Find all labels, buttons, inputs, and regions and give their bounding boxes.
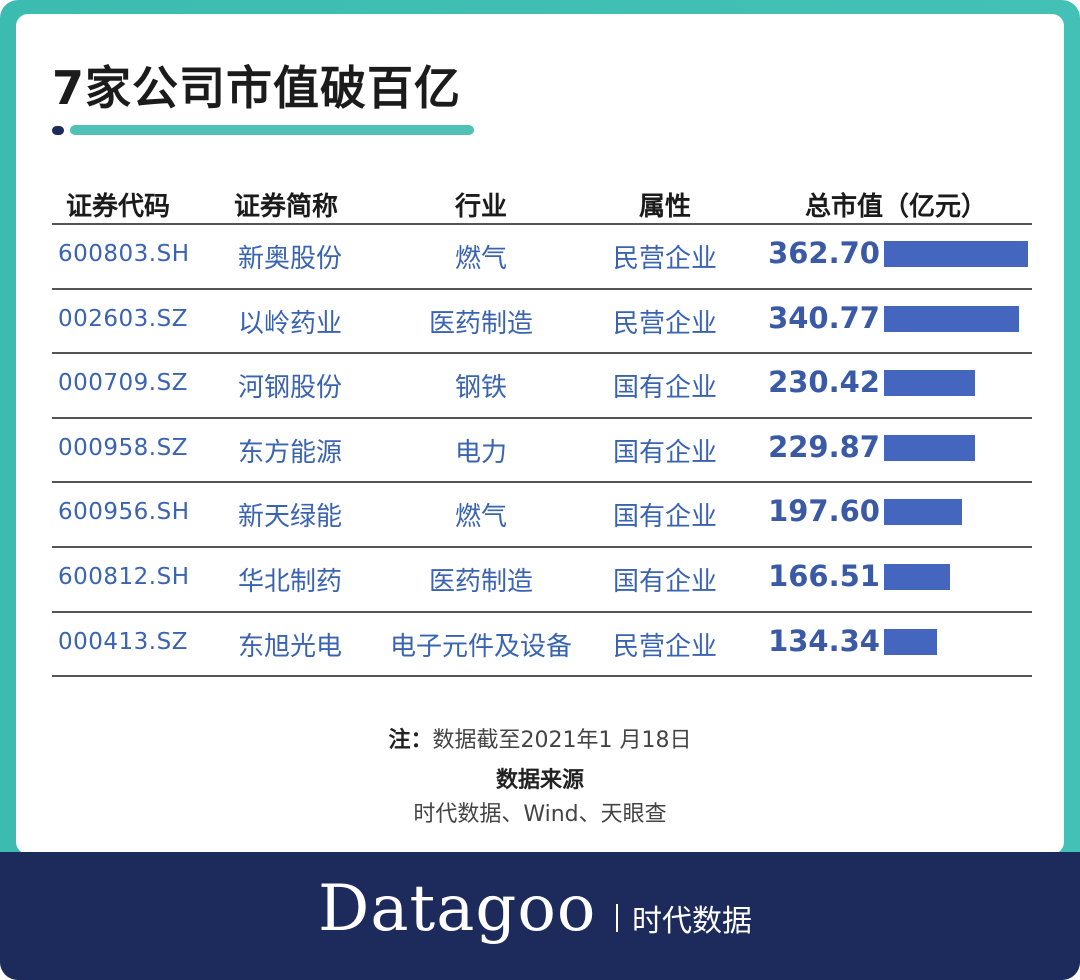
value-bar [884, 628, 937, 655]
header-industry: 行业 [454, 192, 508, 222]
cell-industry: 电力 [454, 437, 508, 468]
cell-name: 新奥股份 [238, 244, 343, 274]
header-code: 证券代码 [66, 192, 171, 222]
cell-name: 以岭药业 [238, 308, 343, 339]
source-label: 数据来源 [495, 768, 584, 793]
cell-code: 000958.SZ [58, 434, 188, 461]
cell-code: 600803.SH [58, 241, 190, 267]
cell-type: 民营企业 [612, 244, 718, 274]
cell-name: 河钢股份 [238, 373, 343, 404]
cell-code: 600812.SH [58, 564, 190, 590]
row-divider [52, 675, 1032, 678]
cell-code: 600956.SH [58, 499, 190, 526]
row-divider [52, 352, 1032, 355]
value-bar [884, 241, 1028, 267]
value-bar [884, 499, 962, 526]
cell-code: 000709.SZ [58, 370, 188, 397]
title-underline [70, 125, 474, 135]
row-divider [52, 546, 1032, 548]
value-bar [884, 434, 975, 461]
row-divider [52, 481, 1032, 484]
cell-industry: 医药制造 [428, 308, 534, 339]
page-title: 7家公司市值破百亿 [52, 61, 462, 115]
value-bar [884, 305, 1019, 332]
title-underline-dot [52, 126, 64, 135]
header-name: 证券简称 [234, 192, 339, 222]
cell-value: 229.87 [768, 429, 880, 464]
note-label: 注： [388, 728, 433, 753]
value-bar [884, 370, 975, 397]
cell-value: 166.51 [768, 559, 880, 593]
cell-name: 新天绿能 [238, 502, 343, 533]
value-bar [884, 564, 950, 590]
note: 注：数据截至2021年1 月18日 [16, 722, 1064, 754]
row-divider [52, 287, 1032, 290]
cell-type: 国有企业 [612, 373, 718, 404]
cell-value: 340.77 [768, 300, 880, 335]
cell-value: 134.34 [768, 623, 880, 658]
cell-code: 000413.SZ [58, 628, 188, 655]
cell-industry: 电子元件及设备 [389, 631, 573, 662]
cell-industry: 医药制造 [428, 567, 534, 597]
cell-name: 华北制药 [238, 567, 343, 597]
cell-name: 东方能源 [238, 437, 343, 468]
brand-cn: 时代数据 [632, 904, 752, 939]
cell-type: 国有企业 [612, 567, 718, 597]
cell-value: 230.42 [768, 365, 880, 400]
cell-industry: 燃气 [454, 502, 508, 533]
cell-name: 东旭光电 [238, 631, 343, 662]
brand-logo: Datagoo [318, 872, 597, 946]
cell-code: 002603.SZ [58, 305, 188, 332]
row-divider [52, 610, 1032, 613]
content-card: 7家公司市值破百亿 证券代码 证券简称 行业 属性 总市值（亿元） 600803… [16, 14, 1064, 854]
header-type: 属性 [638, 192, 692, 222]
cell-type: 民营企业 [612, 308, 718, 339]
cell-industry: 钢铁 [454, 373, 508, 404]
cell-value: 362.70 [768, 236, 880, 270]
header-divider [52, 223, 1032, 225]
cell-type: 国有企业 [612, 437, 718, 468]
header-value: 总市值（亿元） [804, 192, 988, 222]
row-divider [52, 416, 1032, 419]
source-text: 时代数据、Wind、天眼查 [413, 802, 667, 827]
footer: Datagoo 时代数据 [0, 852, 1080, 980]
cell-type: 国有企业 [612, 502, 718, 533]
brand-separator [616, 904, 618, 932]
cell-industry: 燃气 [454, 244, 508, 274]
cell-value: 197.60 [768, 494, 880, 529]
cell-type: 民营企业 [612, 631, 718, 662]
note-text: 数据截至2021年1 月18日 [432, 728, 692, 753]
